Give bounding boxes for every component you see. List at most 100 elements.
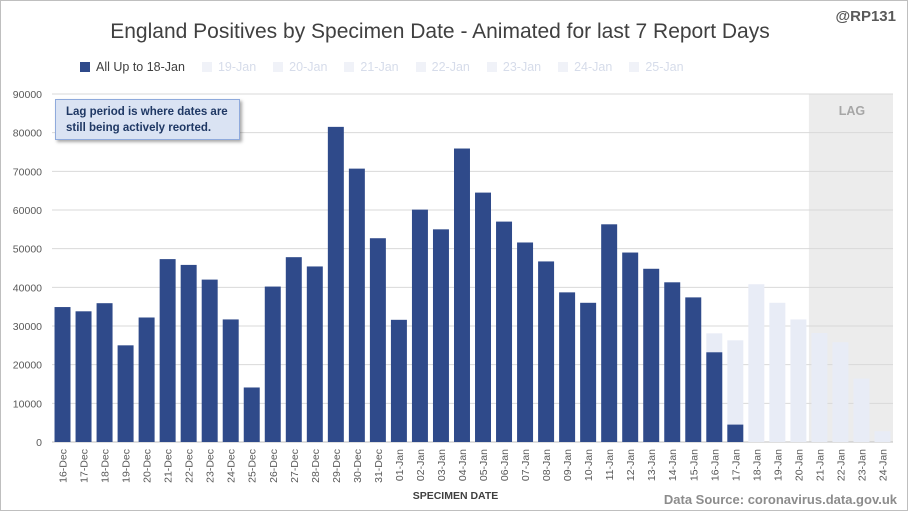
bar bbox=[390, 319, 407, 442]
bar bbox=[853, 378, 870, 442]
bar bbox=[96, 303, 113, 442]
bar bbox=[769, 302, 786, 442]
x-tick-label: 22-Jan bbox=[835, 449, 847, 481]
x-tick-label: 01-Jan bbox=[394, 449, 406, 481]
legend-label: 19-Jan bbox=[217, 60, 257, 74]
bar bbox=[727, 340, 744, 442]
x-axis-title: SPECIMEN DATE bbox=[413, 490, 499, 502]
x-tick-label: 18-Jan bbox=[751, 449, 763, 481]
x-tick-label: 14-Jan bbox=[667, 449, 679, 481]
bar bbox=[411, 209, 428, 442]
legend-item: 20-Jan bbox=[273, 60, 327, 74]
legend-label: 23-Jan bbox=[502, 60, 542, 74]
bar bbox=[538, 261, 555, 442]
bar bbox=[159, 259, 176, 442]
bar bbox=[432, 229, 449, 442]
bar bbox=[453, 148, 470, 442]
x-tick-label: 23-Dec bbox=[205, 449, 217, 483]
x-tick-label: 19-Jan bbox=[772, 449, 784, 481]
x-tick-label: 12-Jan bbox=[625, 449, 637, 481]
lag-note-box: Lag period is where dates are still bein… bbox=[55, 99, 240, 140]
x-tick-label: 17-Dec bbox=[79, 449, 91, 483]
x-tick-label: 20-Dec bbox=[142, 449, 154, 483]
bar bbox=[496, 221, 513, 442]
x-tick-label: 31-Dec bbox=[373, 449, 385, 483]
lag-label: LAG bbox=[839, 104, 865, 118]
legend-item: 22-Jan bbox=[415, 60, 470, 74]
y-tick-label: 60000 bbox=[13, 205, 42, 217]
x-tick-label: 27-Dec bbox=[289, 449, 301, 483]
bar bbox=[180, 264, 197, 442]
bar bbox=[559, 292, 576, 442]
x-tick-label: 10-Jan bbox=[583, 449, 595, 481]
x-tick-label: 22-Dec bbox=[184, 449, 196, 483]
legend-swatch bbox=[201, 62, 212, 72]
y-tick-label: 80000 bbox=[13, 128, 42, 140]
author-handle: @RP131 bbox=[835, 8, 897, 25]
x-tick-label: 06-Jan bbox=[499, 449, 511, 481]
x-tick-label: 16-Dec bbox=[58, 449, 70, 483]
y-tick-label: 50000 bbox=[13, 244, 42, 256]
y-tick-label: 70000 bbox=[13, 166, 42, 178]
bar bbox=[306, 266, 323, 442]
legend-label: 25-Jan bbox=[645, 60, 684, 74]
bar bbox=[201, 279, 218, 442]
bar bbox=[832, 342, 849, 442]
legend: All Up to 18-Jan 19-Jan 20-Jan 21-Jan 22-Jan… bbox=[80, 58, 701, 76]
bar bbox=[369, 238, 386, 442]
bar bbox=[117, 345, 134, 442]
legend-swatch bbox=[558, 62, 569, 72]
bar bbox=[643, 268, 660, 442]
x-tick-label: 09-Jan bbox=[562, 449, 574, 481]
bar bbox=[327, 126, 344, 442]
legend-swatch bbox=[273, 62, 284, 72]
x-tick-label: 19-Dec bbox=[121, 449, 133, 483]
legend-item: 19-Jan bbox=[201, 60, 257, 74]
lag-note-line-1: Lag period is where dates are bbox=[66, 106, 228, 118]
bar bbox=[874, 431, 891, 442]
legend-swatch bbox=[629, 62, 640, 72]
legend-label: 20-Jan bbox=[289, 60, 328, 74]
x-tick-label: 16-Jan bbox=[709, 449, 721, 481]
x-tick-label: 30-Dec bbox=[352, 449, 364, 483]
legend-label: 21-Jan bbox=[360, 60, 399, 74]
chart-title: England Positives by Specimen Date - Ani… bbox=[110, 20, 770, 43]
bar bbox=[75, 311, 92, 442]
bar bbox=[748, 284, 765, 442]
bar bbox=[264, 286, 281, 442]
legend-item: 23-Jan bbox=[486, 60, 542, 74]
bar bbox=[285, 257, 302, 442]
legend-item: 25-Jan bbox=[629, 60, 684, 74]
legend-swatch bbox=[344, 62, 355, 72]
x-tick-label: 04-Jan bbox=[457, 449, 469, 481]
legend-swatch bbox=[415, 62, 426, 72]
x-tick-label: 23-Jan bbox=[856, 449, 868, 481]
y-tick-label: 40000 bbox=[13, 282, 42, 294]
bar bbox=[54, 307, 71, 442]
y-tick-label: 0 bbox=[36, 437, 42, 449]
bar bbox=[222, 319, 239, 442]
bar bbox=[475, 192, 492, 442]
x-tick-label: 21-Dec bbox=[163, 449, 175, 483]
bar bbox=[580, 302, 597, 442]
x-tick-label: 08-Jan bbox=[541, 449, 553, 481]
bar bbox=[243, 387, 260, 442]
legend-swatch bbox=[80, 62, 90, 72]
bar bbox=[664, 282, 681, 442]
x-tick-label: 25-Dec bbox=[247, 449, 259, 483]
y-tick-label: 90000 bbox=[13, 89, 42, 101]
x-tick-label: 03-Jan bbox=[436, 449, 448, 481]
x-tick-label: 28-Dec bbox=[310, 449, 322, 483]
bar bbox=[727, 424, 744, 442]
lag-note-line-2: still being actively reorted. bbox=[66, 122, 212, 134]
bar bbox=[517, 242, 534, 442]
legend-label: 24-Jan bbox=[574, 60, 613, 74]
bar bbox=[811, 332, 828, 442]
x-tick-label: 15-Jan bbox=[688, 449, 700, 481]
x-tick-label: 21-Jan bbox=[814, 449, 826, 481]
x-tick-label: 17-Jan bbox=[730, 449, 742, 481]
legend-item: 24-Jan bbox=[558, 60, 612, 74]
y-tick-label: 30000 bbox=[13, 321, 42, 333]
x-tick-label: 26-Dec bbox=[268, 449, 280, 483]
